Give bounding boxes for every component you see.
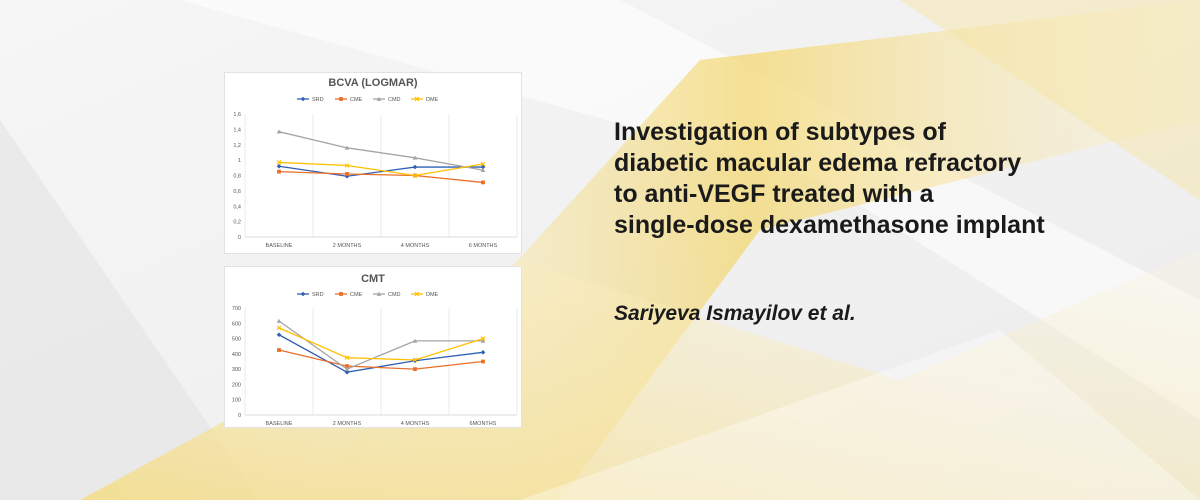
cmt-chart-card: CMT SRD CME CMD DME 0 100 200 300 400 500 600 700 BAS… — [224, 266, 522, 428]
data-point-cmd — [412, 155, 418, 160]
data-point-cmd — [276, 318, 282, 323]
data-point-dme — [480, 336, 486, 341]
legend-label: SRD — [312, 97, 324, 103]
legend-marker — [414, 291, 420, 297]
legend-marker — [339, 292, 343, 296]
x-tick-label: 2 MONTHS — [333, 421, 362, 427]
legend-label: CME — [350, 97, 363, 103]
data-point-cmd — [344, 145, 350, 150]
data-point-dme — [412, 357, 418, 363]
series-line-srd — [278, 165, 483, 177]
article-title-line: Investigation of subtypes of — [614, 118, 946, 146]
data-point-cme — [345, 172, 349, 176]
y-tick-label: 500 — [232, 337, 241, 343]
series-line-dme — [278, 161, 484, 177]
legend-label: DME — [426, 292, 439, 298]
y-tick-label: 0,4 — [233, 204, 241, 210]
chart-title: CMT — [361, 273, 385, 285]
data-point-cme — [481, 180, 485, 185]
data-point-cme — [345, 364, 349, 368]
data-point-srd — [412, 164, 418, 170]
y-tick-label: 0,6 — [233, 189, 241, 195]
data-point-cme — [277, 169, 281, 174]
x-tick-label: 6MONTHS — [470, 421, 497, 427]
y-tick-label: 1,2 — [233, 143, 241, 149]
legend-marker — [376, 291, 382, 296]
data-point-cme — [413, 367, 417, 372]
article-title-line: single-dose dexamethasone implant — [614, 211, 1045, 239]
data-point-cmd — [480, 338, 486, 343]
data-point-cmd — [344, 366, 350, 371]
x-tick-label: 6 MONTHS — [469, 243, 498, 249]
series-line-cmd — [278, 131, 484, 171]
y-tick-label: 400 — [232, 352, 241, 358]
data-point-dme — [344, 163, 350, 168]
legend-label: CMD — [388, 292, 401, 298]
data-point-cmd — [276, 129, 282, 134]
legend-marker — [300, 291, 306, 297]
authors: Sariyeva Ismayilov et al. — [614, 302, 856, 325]
data-point-srd — [480, 350, 486, 355]
y-tick-label: 1,6 — [233, 112, 241, 118]
series-line-cme — [278, 171, 484, 184]
legend-label: DME — [426, 97, 439, 103]
y-tick-label: 1 — [238, 158, 241, 164]
data-point-srd — [276, 163, 282, 169]
y-tick-label: 0,2 — [233, 220, 241, 226]
y-tick-label: 100 — [232, 398, 241, 404]
bcva-chart: BCVA (LOGMAR) SRD CME CMD DME 0 0,2 0,4 0,6 0,8 1 1… — [233, 77, 518, 249]
data-point-dme — [276, 325, 282, 331]
legend-marker — [300, 96, 306, 102]
article-title-line: to anti-VEGF treated with a — [614, 180, 934, 208]
legend-marker — [376, 96, 382, 101]
x-tick-label: BASELINE — [266, 243, 293, 249]
y-tick-label: 1,4 — [233, 127, 241, 133]
data-point-dme — [480, 161, 486, 167]
data-point-cme — [277, 348, 281, 352]
x-tick-label: 2 MONTHS — [333, 243, 362, 249]
data-point-srd — [276, 332, 282, 338]
series-line-cme — [278, 349, 484, 370]
y-tick-label: 0 — [238, 235, 241, 241]
legend-label: CME — [350, 292, 363, 298]
cmt-chart: CMT SRD CME CMD DME 0 100 200 300 400 500 600 700 BAS… — [232, 273, 518, 427]
data-point-dme — [276, 160, 282, 165]
legend-marker — [414, 96, 420, 102]
y-tick-label: 0,8 — [233, 174, 241, 180]
chart-title: BCVA (LOGMAR) — [328, 77, 418, 89]
series-line-cmd — [278, 320, 483, 370]
data-point-dme — [344, 355, 350, 361]
x-tick-label: BASELINE — [266, 421, 293, 427]
legend-label: SRD — [312, 292, 324, 298]
y-tick-label: 300 — [232, 367, 241, 373]
y-tick-label: 700 — [232, 306, 241, 312]
x-tick-label: 4 MONTHS — [401, 243, 430, 249]
data-point-cmd — [412, 338, 418, 343]
series-line-dme — [278, 327, 484, 361]
legend-marker — [339, 97, 343, 101]
data-point-cme — [481, 359, 485, 364]
y-tick-label: 0 — [238, 413, 241, 419]
data-point-dme — [412, 173, 418, 178]
series-line-srd — [278, 334, 484, 373]
y-tick-label: 200 — [232, 382, 241, 388]
x-tick-label: 4 MONTHS — [401, 421, 430, 427]
y-tick-label: 600 — [232, 321, 241, 327]
legend-label: CMD — [388, 97, 401, 103]
article-title-line: diabetic macular edema refractory — [614, 149, 1022, 177]
article-title: Investigation of subtypes of diabetic ma… — [614, 117, 1174, 241]
bcva-chart-card: BCVA (LOGMAR) SRD CME CMD DME 0 0,2 0,4 0,6 0,8 1 1… — [224, 72, 522, 254]
data-point-cmd — [480, 167, 486, 172]
